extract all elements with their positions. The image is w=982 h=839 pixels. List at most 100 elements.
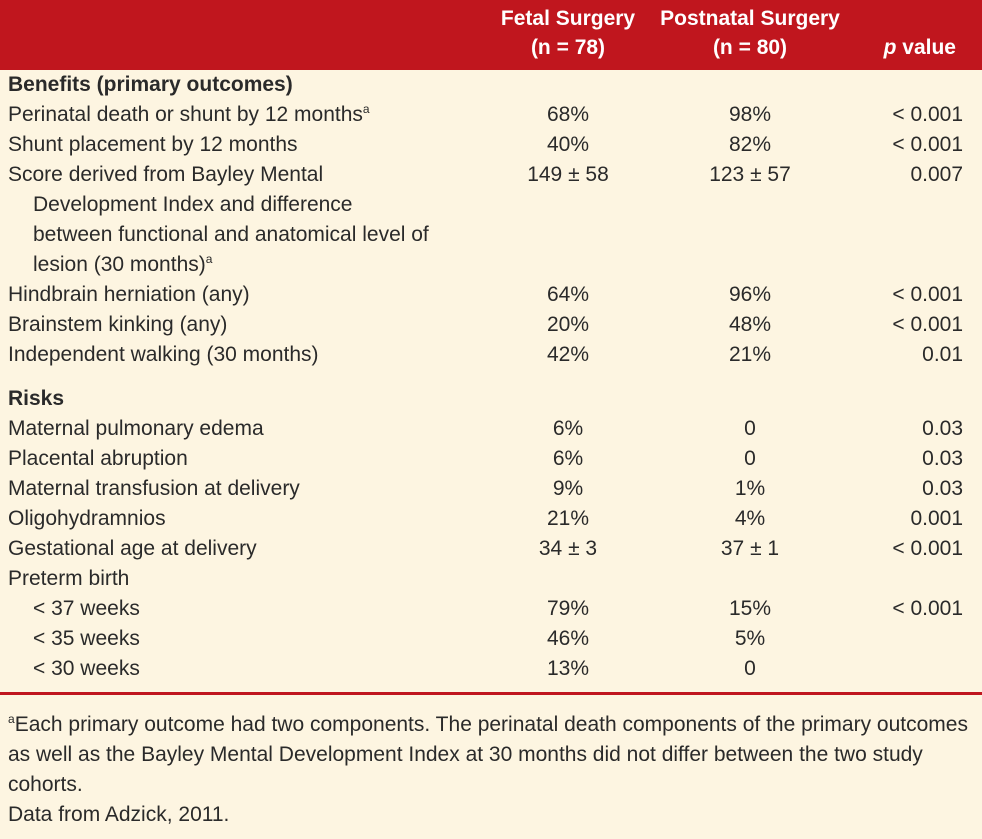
p-value: < 0.001: [892, 313, 964, 336]
p-value: 0.01: [922, 343, 964, 366]
table-row: Brainstem kinking (any) 20% 48% < 0.001: [8, 310, 963, 340]
fetal-value: 13%: [546, 657, 590, 680]
row-label-wrap: Oligohydramnios: [8, 507, 166, 530]
row-label-wrap: Score derived from Bayley Mental Develop…: [8, 160, 433, 280]
p-value: 0.03: [922, 477, 964, 500]
row-label-text: < 37 weeks: [33, 597, 140, 620]
row-label-text: Preterm birth: [8, 567, 130, 590]
table-row: Shunt placement by 12 months 40% 82% < 0.00…: [8, 130, 963, 160]
fetal-value: 79%: [546, 597, 590, 620]
row-label-text: Score derived from Bayley Mental Develop…: [8, 163, 429, 276]
row-label-text: Shunt placement by 12 months: [8, 133, 298, 156]
row-label-wrap: Perinatal death or shunt by 12 monthsa: [8, 103, 370, 126]
footnote: aEach primary outcome had two components…: [8, 710, 968, 830]
row-label: < 35 weeks: [8, 624, 488, 654]
header-postnatal-title: Postnatal Surgery: [660, 7, 840, 30]
header-fetal-n: (n = 78): [530, 36, 606, 59]
row-label-text: Independent walking (30 months): [8, 343, 319, 366]
row-label-wrap: Maternal transfusion at delivery: [8, 477, 300, 500]
row-label-text: Hindbrain herniation (any): [8, 283, 250, 306]
postnatal-value: 123 ± 57: [709, 163, 791, 186]
p-italic: p: [883, 36, 897, 59]
row-label: Shunt placement by 12 months: [8, 130, 488, 160]
fetal-value: 149 ± 58: [527, 163, 609, 186]
p-value: 0.03: [922, 417, 964, 440]
row-label: Maternal pulmonary edema: [8, 414, 488, 444]
postnatal-value: 82%: [728, 133, 772, 156]
spacer-cell: [8, 370, 963, 384]
table-row: Gestational age at delivery 34 ± 3 37 ± 1 <…: [8, 534, 963, 564]
row-label-wrap: Placental abruption: [8, 447, 188, 470]
row-label-text: Maternal transfusion at delivery: [8, 477, 300, 500]
table-row: Perinatal death or shunt by 12 monthsa 68…: [8, 100, 963, 130]
row-label: Hindbrain herniation (any): [8, 280, 488, 310]
fetal-value: 68%: [546, 103, 590, 126]
postnatal-value: 96%: [728, 283, 772, 306]
table-header: Fetal Surgery (n = 78) Postnatal Surgery (…: [0, 0, 982, 70]
row-label-wrap: Hindbrain herniation (any): [8, 283, 250, 306]
footnote-marker: a: [8, 712, 15, 726]
postnatal-value: [648, 564, 852, 594]
p-value: < 0.001: [892, 103, 964, 126]
fetal-value: 20%: [546, 313, 590, 336]
p-value: 0.03: [922, 447, 964, 470]
row-label-wrap: Independent walking (30 months): [8, 343, 319, 366]
row-label: Perinatal death or shunt by 12 monthsa: [8, 100, 488, 130]
section-title: Risks: [8, 387, 65, 410]
section-heading-benefits: Benefits (primary outcomes): [8, 70, 963, 100]
fetal-value: 6%: [552, 417, 584, 440]
postnatal-value: 0: [744, 657, 756, 680]
p-value: < 0.001: [892, 133, 964, 156]
p-value: [852, 654, 963, 684]
footnote-text: Each primary outcome had two components.…: [8, 713, 968, 796]
p-value: 0.001: [910, 507, 964, 530]
row-label-wrap: Maternal pulmonary edema: [8, 417, 264, 440]
row-label-wrap: Preterm birth: [8, 567, 129, 590]
row-label-wrap: < 30 weeks: [33, 657, 140, 680]
row-label-text: Brainstem kinking (any): [8, 313, 228, 336]
footnote-source: Data from Adzick, 2011.: [8, 803, 230, 826]
row-label: Placental abruption: [8, 444, 488, 474]
fetal-value: 40%: [546, 133, 590, 156]
table-row: < 37 weeks 79% 15% < 0.001: [8, 594, 963, 624]
divider-rule: [0, 692, 982, 695]
postnatal-value: 37 ± 1: [720, 537, 780, 560]
table-row: < 35 weeks 46% 5%: [8, 624, 963, 654]
fetal-value: 9%: [552, 477, 584, 500]
footnote-marker: a: [205, 252, 213, 266]
fetal-value: 34 ± 3: [538, 537, 598, 560]
row-label-text: Placental abruption: [8, 447, 188, 470]
table-row: Hindbrain herniation (any) 64% 96% < 0.001: [8, 280, 963, 310]
fetal-value: 6%: [552, 447, 584, 470]
row-label-text: Oligohydramnios: [8, 507, 166, 530]
postnatal-value: 48%: [728, 313, 772, 336]
table-row: Maternal transfusion at delivery 9% 1% 0.03: [8, 474, 963, 504]
row-label-wrap: < 35 weeks: [33, 627, 140, 650]
postnatal-value: 98%: [728, 103, 772, 126]
row-label-text: Maternal pulmonary edema: [8, 417, 264, 440]
header-p-value: p value: [884, 33, 956, 62]
section-heading-risks: Risks: [8, 384, 963, 414]
p-value: [852, 624, 963, 654]
row-label-wrap: Brainstem kinking (any): [8, 313, 227, 336]
postnatal-value: 4%: [734, 507, 766, 530]
row-label: < 37 weeks: [8, 594, 488, 624]
row-label-wrap: < 37 weeks: [33, 597, 140, 620]
section-title: Benefits (primary outcomes): [8, 73, 293, 96]
row-label-text: < 30 weeks: [33, 657, 140, 680]
row-label-text: Perinatal death or shunt by 12 months: [8, 103, 363, 126]
row-label: Gestational age at delivery: [8, 534, 488, 564]
spacer: [8, 370, 963, 384]
postnatal-value: 15%: [728, 597, 772, 620]
postnatal-value: 1%: [734, 477, 766, 500]
postnatal-value: 0: [744, 447, 756, 470]
table-row: Maternal pulmonary edema 6% 0 0.03: [8, 414, 963, 444]
p-value: < 0.001: [892, 537, 964, 560]
table-row: Independent walking (30 months) 42% 21% 0.0…: [8, 340, 963, 370]
table-row: < 30 weeks 13% 0: [8, 654, 963, 684]
postnatal-value: 21%: [728, 343, 772, 366]
row-label: Brainstem kinking (any): [8, 310, 488, 340]
p-rest: value: [896, 36, 956, 59]
row-label-text: < 35 weeks: [33, 627, 140, 650]
header-fetal-title: Fetal Surgery: [500, 7, 636, 30]
